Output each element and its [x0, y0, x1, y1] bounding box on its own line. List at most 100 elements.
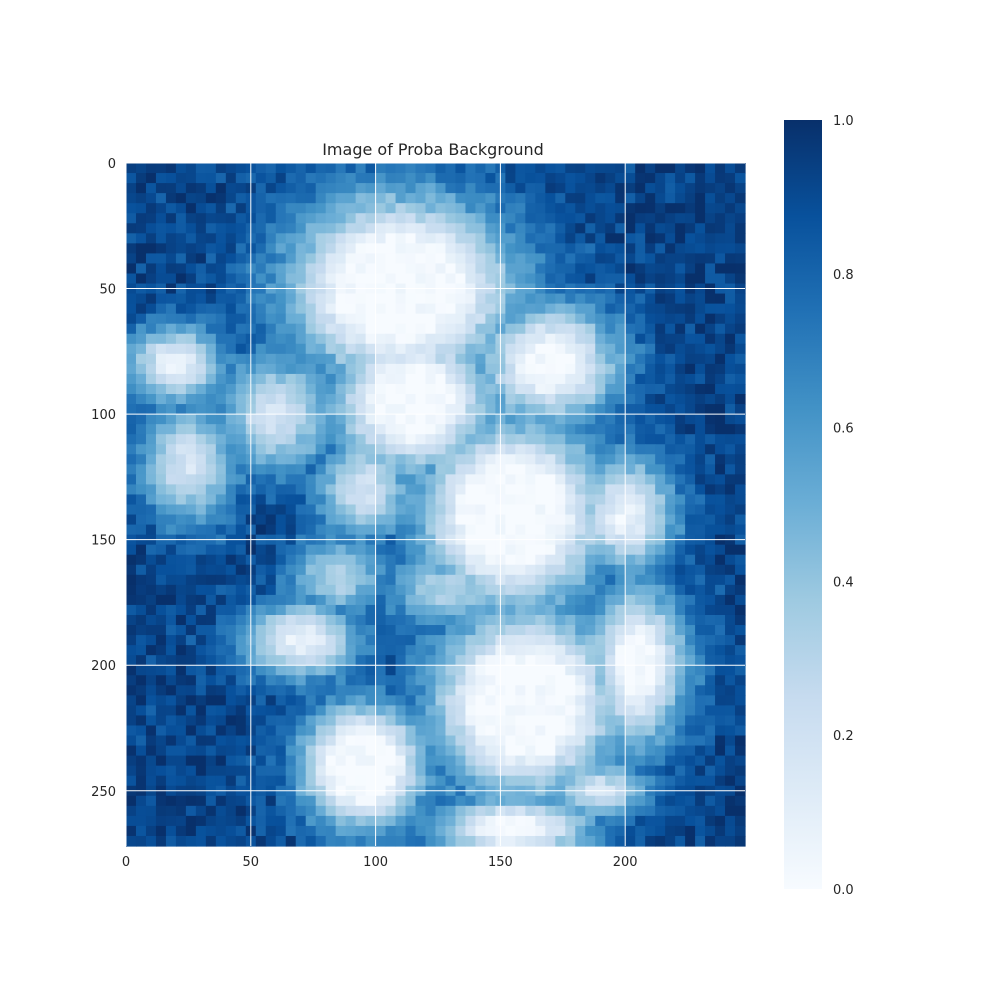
heatmap-cell — [685, 163, 696, 174]
heatmap-cell — [185, 594, 197, 606]
heatmap-cell — [605, 554, 616, 566]
heatmap-cell — [355, 514, 367, 526]
heatmap-cell — [725, 584, 736, 596]
heatmap-cell — [255, 233, 267, 244]
heatmap-cell — [605, 765, 616, 777]
heatmap-cell — [355, 825, 367, 837]
heatmap-cell — [295, 795, 307, 807]
heatmap-cell — [385, 303, 397, 315]
heatmap-cell — [295, 604, 307, 616]
heatmap-cell — [325, 253, 337, 265]
heatmap-cell — [605, 404, 616, 415]
heatmap-cell — [585, 383, 596, 395]
heatmap-cell — [535, 434, 546, 445]
heatmap-cell — [375, 464, 387, 475]
heatmap-cell — [725, 383, 736, 395]
heatmap-cell — [695, 444, 706, 455]
heatmap-cell — [375, 635, 387, 646]
heatmap-cell — [575, 614, 586, 626]
heatmap-cell — [475, 835, 487, 847]
heatmap-cell — [655, 725, 666, 737]
heatmap-cell — [615, 705, 626, 717]
heatmap-cell — [595, 293, 606, 305]
heatmap-cell — [645, 363, 656, 375]
heatmap-cell — [685, 173, 696, 184]
heatmap-cell — [135, 243, 147, 254]
heatmap-cell — [135, 373, 147, 385]
heatmap-cell — [195, 514, 207, 526]
heatmap-cell — [455, 504, 467, 516]
heatmap-cell — [235, 745, 247, 757]
heatmap-cell — [275, 835, 287, 847]
heatmap-cell — [195, 665, 207, 676]
heatmap-cell — [255, 333, 267, 345]
heatmap-cell — [685, 544, 696, 556]
heatmap-cell — [235, 484, 247, 496]
heatmap-cell — [555, 394, 566, 405]
heatmap-cell — [735, 424, 746, 435]
heatmap-cell — [675, 594, 686, 606]
heatmap-cell — [415, 213, 427, 224]
heatmap-cell — [725, 705, 736, 717]
heatmap-cell — [695, 665, 706, 676]
heatmap-cell — [155, 313, 167, 325]
heatmap-cell — [635, 705, 646, 717]
heatmap-cell — [665, 645, 676, 656]
heatmap-cell — [415, 183, 427, 194]
heatmap-cell — [126, 504, 137, 516]
heatmap-cell — [225, 775, 237, 787]
heatmap-cell — [425, 755, 437, 767]
heatmap-cell — [375, 173, 387, 184]
heatmap-cell — [525, 815, 536, 827]
heatmap-cell — [345, 685, 357, 696]
heatmap-cell — [165, 625, 177, 636]
heatmap-cell — [555, 404, 566, 415]
heatmap-cell — [335, 363, 347, 375]
heatmap-cell — [355, 183, 367, 194]
heatmap-cell — [255, 625, 267, 636]
heatmap-cell — [635, 594, 646, 606]
heatmap-cell — [715, 163, 726, 174]
heatmap-cell — [185, 373, 197, 385]
x-axis: 0 50 100 150 200 — [122, 855, 638, 870]
heatmap-cell — [405, 293, 417, 305]
heatmap-cell — [585, 645, 596, 656]
heatmap-cell — [525, 313, 536, 325]
heatmap-cell — [275, 504, 287, 516]
heatmap-cell — [275, 404, 287, 415]
heatmap-cell — [625, 645, 636, 656]
heatmap-cell — [455, 564, 467, 576]
heatmap-cell — [485, 554, 496, 566]
heatmap-cell — [675, 564, 686, 576]
heatmap-cell — [305, 173, 317, 184]
heatmap-cell — [375, 454, 387, 465]
heatmap-cell — [405, 303, 417, 315]
heatmap-cell — [485, 805, 496, 817]
heatmap-cell — [705, 323, 716, 335]
heatmap-cell — [185, 524, 197, 536]
heatmap-cell — [475, 183, 487, 194]
heatmap-cell — [525, 825, 536, 837]
heatmap-cell — [505, 514, 516, 526]
heatmap-cell — [625, 625, 636, 636]
heatmap-cell — [345, 544, 357, 556]
heatmap-cell — [645, 655, 656, 666]
heatmap-cell — [725, 635, 736, 646]
heatmap-cell — [215, 625, 227, 636]
heatmap-cell — [305, 835, 317, 847]
heatmap-cell — [215, 695, 227, 706]
heatmap-cell — [555, 554, 566, 566]
heatmap-cell — [205, 383, 217, 395]
heatmap-cell — [575, 454, 586, 465]
heatmap-cell — [175, 524, 187, 536]
heatmap-cell — [195, 604, 207, 616]
heatmap-cell — [715, 574, 726, 586]
heatmap-cell — [385, 313, 397, 325]
heatmap-cell — [225, 745, 237, 757]
heatmap-cell — [515, 765, 526, 777]
heatmap-cell — [205, 795, 217, 807]
heatmap-cell — [485, 363, 496, 375]
heatmap-cell — [255, 835, 267, 847]
heatmap-cell — [515, 735, 526, 747]
heatmap-cell — [126, 263, 137, 275]
